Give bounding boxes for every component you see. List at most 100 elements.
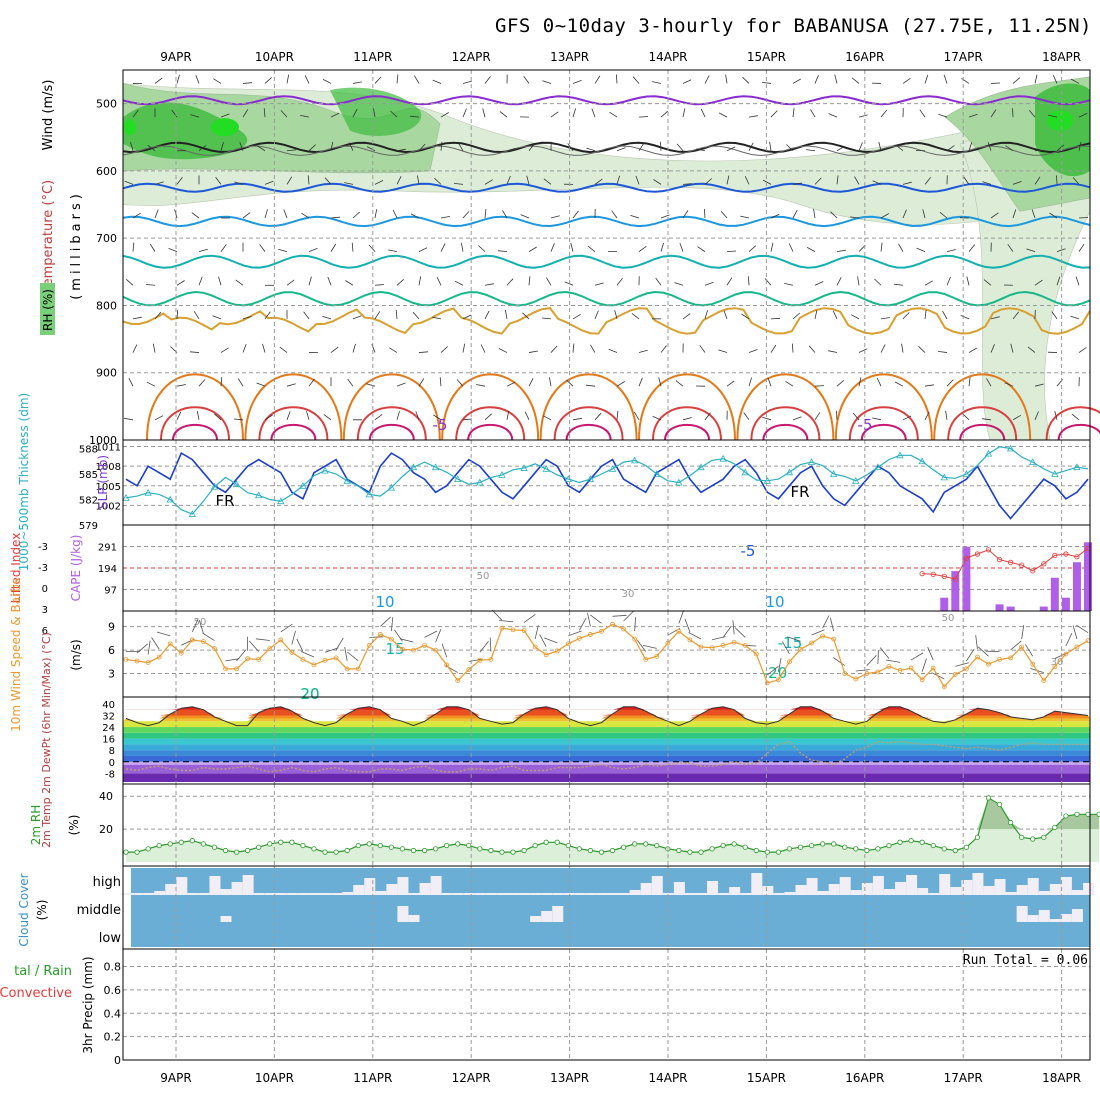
rh-marker [333,849,339,855]
cloud-high-base [264,893,276,895]
temp-tick-label: 8 [109,746,115,757]
wind-barb [366,383,376,387]
wind-barb [374,76,382,84]
cloud-high-base [187,893,199,895]
wind-barb [1034,279,1043,286]
slp-tick-label: 1005 [96,482,121,493]
isotherm-label: 30 [1051,657,1064,668]
cloud-high-base [563,893,575,895]
wind-barb [880,344,886,353]
rh-marker [864,847,870,854]
precip-tick-label: 0.2 [104,1031,122,1044]
wind-barb [682,79,692,84]
li-tick-label: -3 [38,542,48,553]
wind-barb [236,649,246,662]
wind-barb [454,280,464,286]
cloud-high-base [1071,893,1083,895]
wind-barb [286,74,290,84]
bottom-day-label: 14APR [648,1071,687,1085]
li-tick-label: -3 [38,563,48,574]
wind-barb [374,284,385,286]
cloud-high-base [286,893,298,895]
wind-barb [484,76,491,84]
wind-speed-marker [400,646,405,652]
thickness-marker [918,457,926,465]
y-tick-label: 700 [96,232,117,245]
cloud-mid-bar [552,906,564,922]
cloud-high-bar [906,875,918,894]
wind-barb [1012,209,1017,219]
cloud-high-bar [673,882,685,894]
wind-barb [389,347,398,353]
wind-barb [792,312,801,320]
wind-barb [191,212,200,219]
wind-barb [769,141,772,151]
wind-speed-marker [455,678,461,683]
rh-marker [134,849,140,855]
cloud-high-bar [640,883,652,894]
wind-speed-marker [853,676,859,682]
wind-barb [502,210,508,219]
wind-barb [440,216,450,219]
cloud-high-base [419,893,431,895]
frame-layer [122,69,1091,1061]
wind-barb [534,625,539,640]
wind-barb [743,412,750,421]
wind-speed-marker [941,684,947,690]
wind-barb [482,108,486,118]
thickness-marker [476,478,484,486]
wind-barb [590,614,602,624]
wind-barb [836,249,846,253]
thickness-marker [586,475,595,482]
wind-barb [718,112,728,118]
wind-barb [770,344,777,353]
cloud-high-base [640,893,652,895]
cloud-high-bar [828,884,840,894]
wind-barb [762,179,772,185]
wind-barb [946,276,951,286]
wind-barb [1034,411,1039,420]
lifted-index-line [922,548,1089,580]
wind-barb [638,377,643,387]
wind-speed-marker [687,637,693,643]
wind-barb [220,113,230,118]
wind-barb [263,108,266,118]
cloud-high-base [972,893,984,895]
wind-barb [1048,114,1058,118]
cloud-high-base [1016,893,1028,895]
rh-marker [1007,819,1014,826]
wind-barb [237,378,244,387]
wind-barb [660,141,662,151]
wind-barb [352,108,358,118]
wind-barb [392,209,398,219]
wind-barb [1034,74,1038,84]
wind-barb [330,346,339,353]
wind-barb [374,180,384,185]
bottom-day-label: 13APR [550,1071,589,1085]
cloud-high-base [1083,893,1094,895]
wind-barb [149,243,156,252]
top-day-label: 11APR [353,50,392,64]
wind-speed-marker [278,637,284,643]
isotherm-dome [1045,406,1100,441]
cloud-mid-bar [1027,915,1039,922]
wind-barb [484,413,492,421]
cloud-high-bar [983,886,995,894]
wind-barb [833,657,845,666]
wind-barb [902,209,907,219]
wind-barb [322,316,332,320]
cloud-high-base [408,893,420,895]
wind-speed-marker [433,647,439,653]
rh-marker [654,842,660,849]
isotherm-label: FR [215,492,234,510]
wind-barb [586,147,596,152]
wind-speed-marker [256,657,262,662]
wind-barb [489,637,492,652]
wind-barb [566,379,574,387]
wind-barb [307,175,310,185]
wind-barb [975,635,978,650]
wind-barb [506,148,516,152]
wind-barb [652,416,662,421]
thickness-marker [940,473,948,481]
cloud-high-bar [751,873,763,894]
